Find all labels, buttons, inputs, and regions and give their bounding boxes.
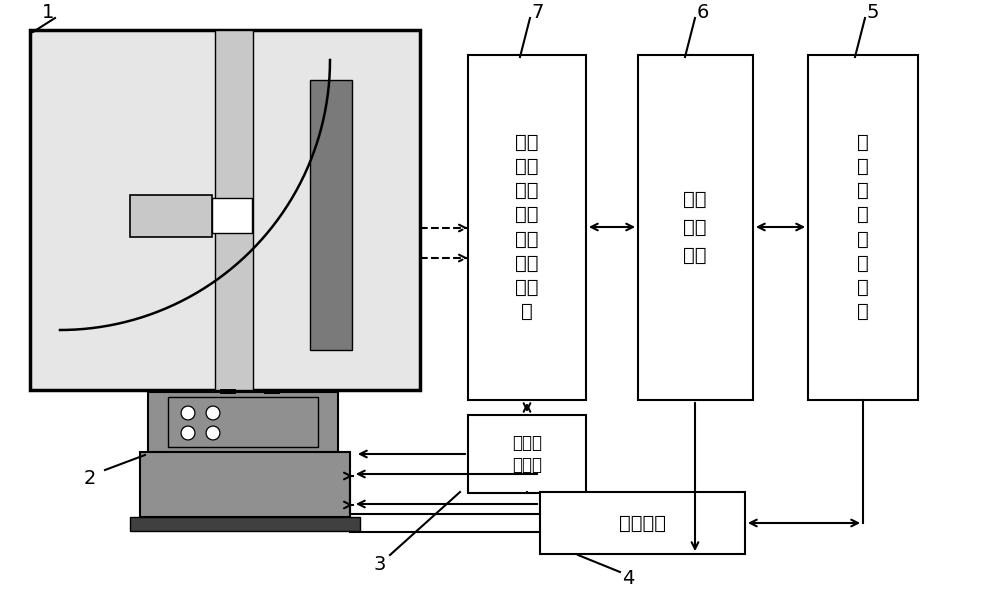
Text: 供电电路: 供电电路 xyxy=(618,513,666,533)
Bar xyxy=(468,415,586,493)
Bar xyxy=(148,392,338,452)
Text: 1: 1 xyxy=(42,4,54,23)
Bar xyxy=(638,55,753,400)
Text: 3: 3 xyxy=(374,555,386,574)
Bar xyxy=(212,198,252,233)
Bar xyxy=(140,452,350,517)
Bar xyxy=(468,55,586,400)
Text: 高光
增益
传感
与图
像信
号处
理电
路: 高光 增益 传感 与图 像信 号处 理电 路 xyxy=(515,132,539,322)
Bar xyxy=(130,517,360,531)
Bar xyxy=(130,195,212,237)
Bar xyxy=(540,492,745,554)
Circle shape xyxy=(206,426,220,440)
Text: 4: 4 xyxy=(622,568,634,588)
Bar xyxy=(220,389,236,394)
Bar xyxy=(168,397,318,447)
Text: 7: 7 xyxy=(532,4,544,23)
Bar xyxy=(215,30,253,390)
Bar xyxy=(310,80,352,350)
Text: 5: 5 xyxy=(867,4,879,23)
Text: 转动控
制电路: 转动控 制电路 xyxy=(512,434,542,474)
Circle shape xyxy=(181,406,195,420)
Text: 2: 2 xyxy=(84,468,96,488)
Text: 电
磁
兼
容
防
护
电
路: 电 磁 兼 容 防 护 电 路 xyxy=(857,132,869,322)
Text: 6: 6 xyxy=(697,4,709,23)
Bar xyxy=(808,55,918,400)
Circle shape xyxy=(181,426,195,440)
Text: 信号
传输
电路: 信号 传输 电路 xyxy=(683,189,707,265)
Circle shape xyxy=(206,406,220,420)
Bar xyxy=(264,389,280,394)
Bar xyxy=(30,30,420,390)
